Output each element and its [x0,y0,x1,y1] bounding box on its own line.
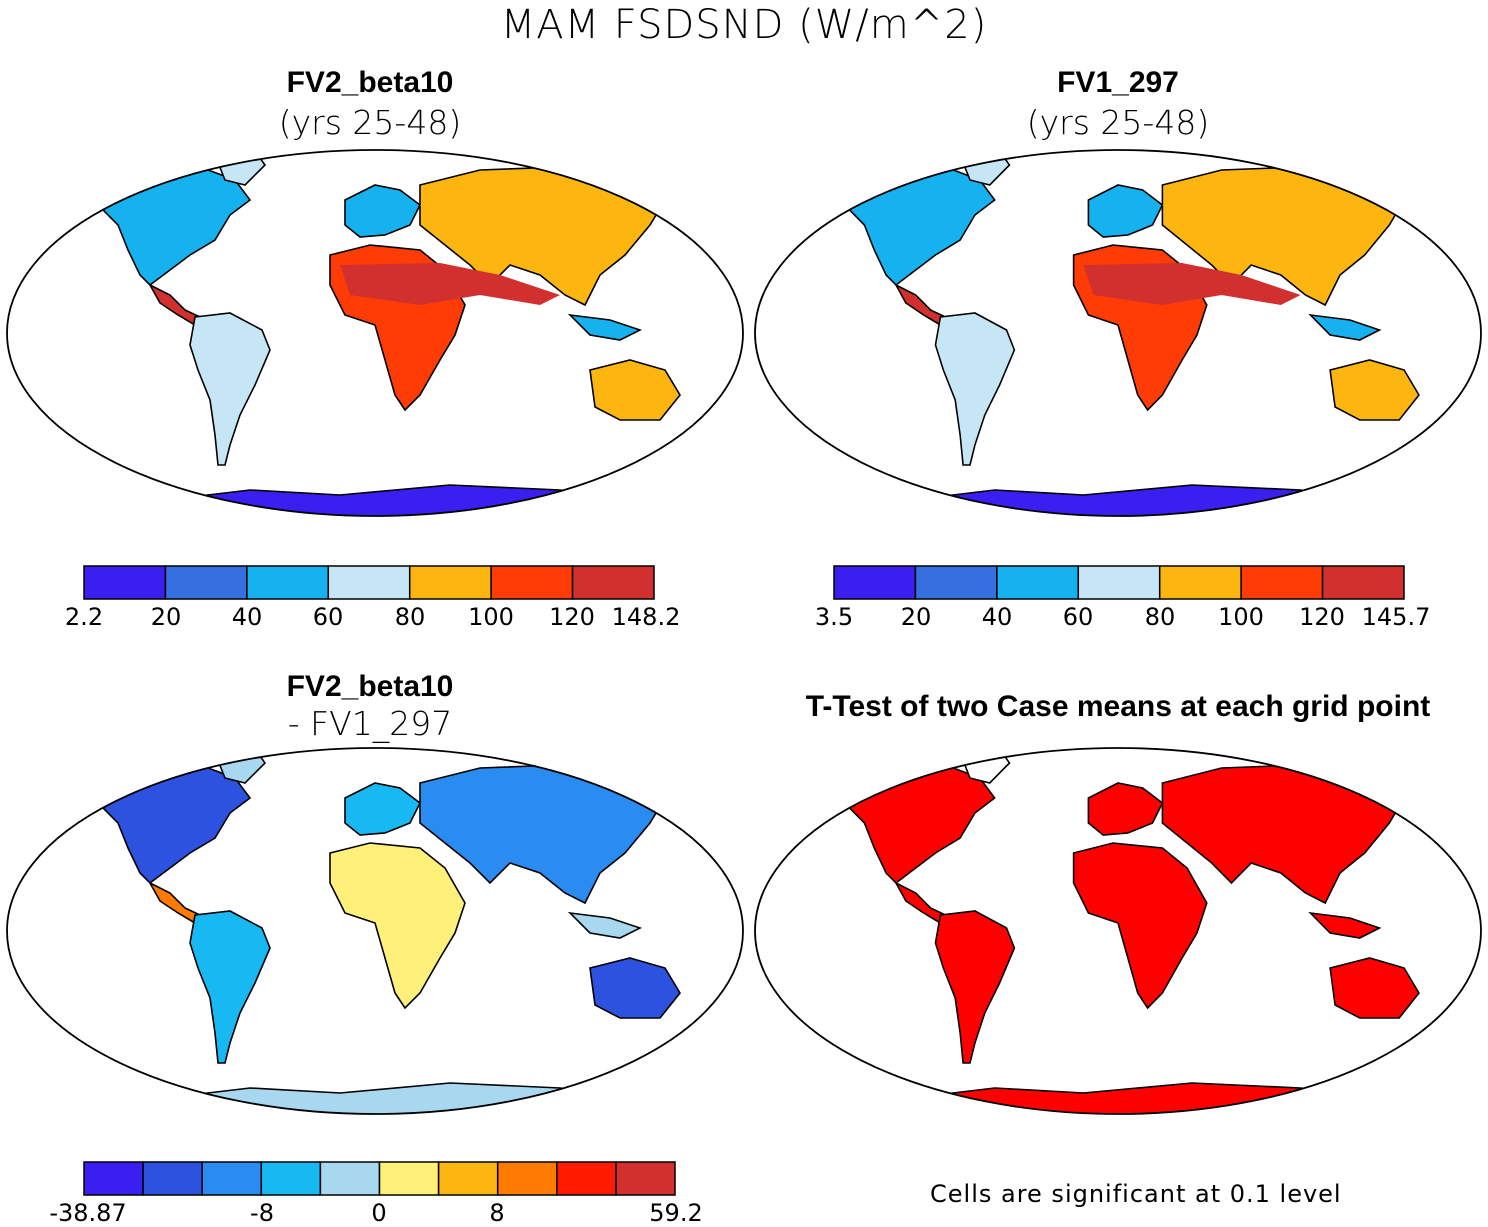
map2-continent-seasia [567,911,643,939]
map3-continent-europe [1087,782,1164,836]
map0-band-hot [340,263,560,305]
cb1-label-1: 20 [900,603,932,631]
map0-continent-australia [589,359,681,421]
colorbar-fv2-beta10 [83,565,655,600]
map-panel-fv1-297 [754,149,1482,517]
cb0-label-4: 80 [394,603,426,631]
map1-band-hot [1083,263,1301,305]
cb1-label-7: 145.7 [1361,603,1431,631]
map3-continent-samerica [934,910,1016,1064]
cb2-swatch-9 [615,1161,676,1196]
cb0-label-7: 148.2 [611,603,681,631]
cb2-swatch-0 [83,1161,144,1196]
cb1-swatch-3 [1077,565,1161,600]
map1-band-warm [1162,200,1360,235]
map2-frame [6,747,744,1115]
map2-continent-australia [589,957,681,1019]
map3-continent-australia [1329,957,1420,1019]
map3-continent-namerica [840,764,996,885]
cb1-label-5: 100 [1218,603,1264,631]
map-panel-ttest [754,747,1482,1115]
map1-land [755,150,1481,516]
map-panel-fv2-beta10 [6,149,744,517]
map3-land [755,748,1481,1114]
map2-land [7,748,743,1114]
map2-continent-europe [344,782,422,836]
cb2-swatch-8 [556,1161,617,1196]
map1-continent-europe [1087,184,1164,238]
cb2-swatch-4 [319,1161,381,1196]
map-panel-difference [6,747,744,1115]
cb1-swatch-4 [1158,565,1242,600]
map0-continent-europe [344,184,422,238]
cb1-label-0: 3.5 [814,603,854,631]
cb2-swatch-5 [378,1161,440,1196]
map0-continent-seasia [567,313,643,341]
map0-band-warm [420,200,620,235]
cb0-swatch-6 [571,565,655,600]
map0-continent-samerica [189,312,271,466]
cb1-swatch-2 [996,565,1080,600]
panel-title-br: T-Test of two Case means at each grid po… [805,690,1431,723]
cb2-swatch-6 [437,1161,499,1196]
map1-frame [754,149,1482,517]
cb2-label-0: -38.87 [49,1199,127,1227]
cb0-swatch-4 [408,565,492,600]
figure-title: MAM FSDSND (W/m^2) [500,2,988,48]
cb0-label-5: 100 [468,603,514,631]
cb1-label-3: 60 [1062,603,1094,631]
cb0-label-2: 40 [231,603,263,631]
cb2-swatch-2 [201,1161,263,1196]
colorbar-fv1-297 [833,565,1405,600]
panel-title-tr: FV1_297 [1057,66,1179,99]
cb0-label-0: 2.2 [64,603,104,631]
map3-continent-seasia [1308,911,1382,939]
map1-continent-samerica [934,312,1016,466]
cb1-swatch-6 [1321,565,1405,600]
cb2-swatch-3 [260,1161,322,1196]
cb0-swatch-3 [327,565,411,600]
cb2-swatch-1 [142,1161,203,1196]
map1-continent-seasia [1308,313,1382,341]
map2-continent-africa [329,842,466,1010]
panel-subtitle-tr: (yrs 25-48) [1026,103,1210,142]
cb0-swatch-0 [83,565,167,600]
panel-subtitle-tl: (yrs 25-48) [278,103,462,142]
cb1-label-2: 40 [981,603,1013,631]
map0-continent-namerica [94,166,252,287]
cb2-label-4: 59.2 [649,1199,703,1227]
map2-continent-samerica [189,910,271,1064]
cb0-label-6: 120 [549,603,595,631]
cb1-label-6: 120 [1299,603,1345,631]
panel-title-tl: FV2_beta10 [286,66,454,99]
map3-frame [754,747,1482,1115]
cb2-label-1: -8 [250,1199,274,1227]
cb0-swatch-1 [164,565,248,600]
map1-continent-namerica [840,166,996,287]
map2-continent-namerica [94,764,252,885]
cb1-swatch-1 [914,565,998,600]
panel-title-bl: FV2_beta10 [286,670,454,703]
panel-subtitle-bl: - FV1_297 [287,704,453,743]
cb0-label-1: 20 [150,603,182,631]
map0-frame [6,149,744,517]
map1-continent-australia [1329,359,1420,421]
cb1-swatch-0 [833,565,917,600]
ttest-footnote: Cells are significant at 0.1 level [930,1180,1342,1208]
cb1-label-4: 80 [1144,603,1176,631]
colorbar-difference [83,1161,676,1196]
cb0-swatch-2 [246,565,330,600]
cb1-swatch-5 [1240,565,1324,600]
cb2-label-3: 8 [489,1199,505,1227]
cb0-swatch-5 [490,565,574,600]
cb2-swatch-7 [496,1161,558,1196]
cb0-label-3: 60 [312,603,344,631]
cb2-label-2: 0 [371,1199,387,1227]
map0-land [7,150,743,516]
map3-continent-africa [1072,842,1208,1010]
